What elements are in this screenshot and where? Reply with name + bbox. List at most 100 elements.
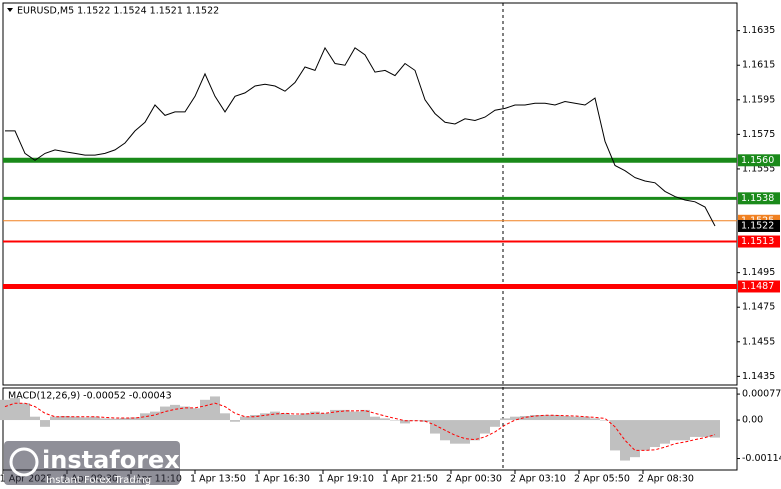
menu-arrow: [7, 8, 13, 12]
level-label-box: [738, 154, 780, 167]
macd-bar: [80, 417, 90, 421]
macd-bar: [600, 420, 610, 421]
macd-bar: [500, 418, 510, 421]
x-tick-label: 2 Apr 00:30: [446, 474, 502, 485]
y-tick-label: 1.1475: [742, 302, 775, 313]
logo-name: instaforex: [42, 446, 180, 474]
y-tick-label: 0.00: [742, 415, 763, 426]
macd-bar: [40, 420, 50, 427]
macd-bar: [70, 416, 80, 421]
logo-icon: [9, 447, 39, 477]
level-label: 1.1560: [741, 155, 774, 166]
level-label: 1.1513: [741, 236, 774, 247]
macd-bar: [590, 418, 600, 421]
macd-bar: [390, 420, 400, 421]
level-label: 1.1538: [741, 193, 774, 204]
price-frame: [2, 2, 738, 386]
y-tick-label: 0.00077: [742, 389, 781, 400]
macd-bar: [690, 420, 700, 437]
macd-bar: [270, 411, 280, 421]
macd-bar: [610, 420, 620, 451]
macd-bar: [560, 416, 570, 421]
macd-bar: [580, 416, 590, 421]
macd-bar: [100, 418, 110, 421]
logo-bg: [4, 441, 180, 485]
macd-bar: [260, 413, 270, 421]
macd-bar: [280, 413, 290, 421]
y-tick-label: 1.1455: [742, 336, 775, 347]
macd-bar: [310, 411, 320, 421]
macd-bar: [210, 396, 220, 421]
macd-bar: [530, 414, 540, 421]
macd-bar: [450, 420, 460, 444]
macd-bar: [470, 420, 480, 441]
macd-bar: [700, 420, 710, 437]
macd-bar: [660, 420, 670, 444]
macd-bar: [250, 414, 260, 421]
price-line: [5, 46, 716, 227]
y-tick-label: 1.1575: [742, 129, 775, 140]
macd-bar: [290, 414, 300, 421]
x-tick-label: 1 Apr 19:10: [318, 474, 374, 485]
macd-bar: [510, 416, 520, 421]
macd-bar: [370, 416, 380, 421]
macd-bar: [330, 409, 340, 421]
macd-bar: [650, 420, 660, 448]
macd-bar: [50, 416, 60, 421]
macd-bar: [110, 418, 120, 421]
macd-bar: [550, 414, 560, 421]
macd-bar: [30, 416, 40, 421]
x-tick-label: 2 Apr 05:50: [574, 474, 630, 485]
level-label-box: [738, 235, 780, 248]
y-tick-label: 1.1555: [742, 163, 775, 174]
macd-bar: [160, 406, 170, 421]
level-label: 1.1487: [741, 281, 774, 292]
macd-bar: [150, 411, 160, 421]
x-tick-label: 2 Apr 03:10: [510, 474, 566, 485]
macd-bar: [0, 399, 10, 421]
x-tick-label: 1 Apr 13:50: [190, 474, 246, 485]
y-tick-label: 1.1495: [742, 267, 775, 278]
macd-bar: [190, 408, 200, 421]
macd-bar: [620, 420, 630, 461]
macd-bar: [240, 416, 250, 421]
macd-bar: [220, 413, 230, 421]
macd-bar: [170, 404, 180, 421]
level-label-box: [738, 219, 780, 232]
macd-bar: [230, 420, 240, 422]
macd-bar: [570, 416, 580, 421]
y-tick-label: -0.00114: [742, 453, 781, 464]
macd-bar: [710, 420, 720, 438]
macd-bar: [200, 399, 210, 421]
macd-bar: [140, 413, 150, 421]
macd-bar: [460, 420, 470, 444]
macd-title: MACD(12,26,9) -0.00052 -0.00043: [8, 391, 172, 402]
level-label-box: [738, 280, 780, 293]
macd-bar: [60, 416, 70, 421]
logo: instaforex Instant Forex Trading: [4, 441, 180, 486]
x-tick-label: 2 Apr 08:30: [638, 474, 694, 485]
logo-tagline: Instant Forex Trading: [46, 475, 151, 486]
macd-bar: [340, 409, 350, 421]
y-tick-label: 1.1595: [742, 94, 775, 105]
level-label: 1.1522: [741, 220, 774, 231]
macd-bar: [480, 420, 490, 434]
macd-bar: [670, 420, 680, 441]
macd-bar: [400, 420, 410, 424]
macd-bar: [520, 416, 530, 421]
macd-bar: [630, 420, 640, 458]
y-tick-label: 1.1435: [742, 371, 775, 382]
y-tick-label: 1.1635: [742, 25, 775, 36]
macd-bar: [680, 420, 690, 441]
macd-bar: [430, 420, 440, 434]
macd-bar: [120, 418, 130, 421]
macd-bar: [360, 409, 370, 421]
macd-bar: [490, 420, 500, 427]
macd-bar: [10, 398, 20, 421]
x-tick-label: 1 Apr 16:30: [254, 474, 310, 485]
macd-bar: [380, 418, 390, 421]
macd-bar: [540, 414, 550, 421]
macd-frame: [2, 387, 738, 471]
